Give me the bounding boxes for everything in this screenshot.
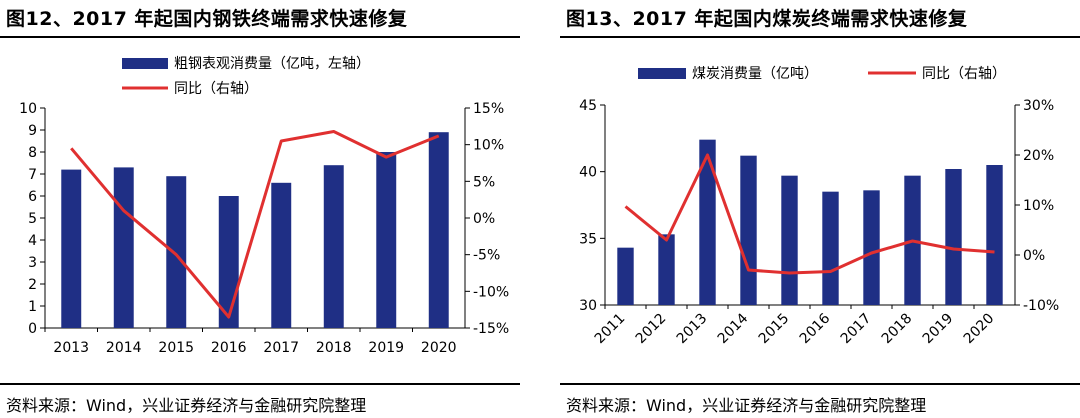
title-divider [0, 36, 520, 38]
x-tick-label: 2020 [421, 340, 457, 356]
bar [166, 176, 187, 328]
x-tick-label: 2017 [263, 340, 299, 356]
y-tick-label-left: 9 [28, 123, 37, 139]
y-tick-label-left: 7 [28, 167, 37, 183]
y-tick-label-left: 2 [28, 277, 37, 293]
bar [428, 132, 449, 328]
y-tick-label-left: 5 [28, 211, 37, 227]
line-series [624, 153, 995, 275]
bar [863, 190, 880, 305]
y-tick-label-right: -10% [1023, 298, 1059, 314]
source-divider [560, 383, 1080, 385]
y-tick-label-left: 3 [28, 255, 37, 271]
y-tick-label-right: 10% [473, 138, 504, 154]
y-tick-label-right: -15% [473, 321, 509, 337]
x-tick-label: 2015 [756, 311, 793, 348]
bar [658, 234, 675, 305]
bar [376, 152, 397, 328]
title-divider [560, 36, 1080, 38]
y-tick-label-right: 0% [1023, 248, 1045, 264]
y-tick-label-left: 35 [579, 231, 597, 247]
chart-title: 图13、2017 年起国内煤炭终端需求快速修复 [566, 8, 968, 30]
chart-panel-right: 图13、2017 年起国内煤炭终端需求快速修复 30 35 40 45 -10% 0% 10… [560, 0, 1080, 418]
chart-svg-left: 0 1 2 3 4 5 6 7 8 9 10 -15% -10% -5% 0% 5% 10% 15% 2013 201… [19, 56, 509, 356]
chart-panel-left: 图12、2017 年起国内钢铁终端需求快速修复 0 1 2 3 4 5 6 7 8 9 10 -15%… [0, 0, 520, 418]
legend-label: 煤炭消费量（亿吨） [692, 66, 818, 82]
legend-label: 粗钢表观消费量（亿吨，左轴） [174, 56, 370, 72]
y-tick-label-left: 8 [28, 145, 37, 161]
y-tick-label-right: -5% [473, 248, 500, 264]
y-tick-label-right: 20% [1023, 148, 1054, 164]
chart-source: 资料来源：Wind，兴业证券经济与金融研究院整理 [566, 396, 927, 415]
legend-label: 同比（右轴） [174, 81, 258, 97]
x-tick-label: 2016 [797, 310, 834, 347]
y-tick-label-left: 40 [579, 165, 597, 181]
source-divider [0, 383, 520, 385]
bar [218, 196, 239, 328]
x-tick-label: 2013 [53, 340, 89, 356]
y-tick-label-left: 6 [28, 189, 37, 205]
bar [61, 169, 82, 328]
bar [740, 155, 757, 305]
x-tick-label: 2018 [316, 340, 352, 356]
x-tick-label: 2013 [674, 311, 711, 348]
bar [617, 247, 634, 305]
x-tick-label: 2019 [368, 340, 404, 356]
y-tick-label-right: 10% [1023, 198, 1054, 214]
bar [781, 175, 798, 305]
bar [323, 165, 344, 328]
x-tick-label: 2020 [961, 311, 998, 348]
y-tick-label-right: 30% [1023, 98, 1054, 114]
line-series [70, 129, 440, 319]
chart-source: 资料来源：Wind，兴业证券经济与金融研究院整理 [6, 396, 367, 415]
legend-swatch-bar [638, 68, 686, 79]
y-tick-label-left: 45 [579, 98, 597, 114]
x-tick-label: 2019 [920, 311, 957, 348]
y-tick-label-right: 0% [473, 211, 495, 227]
y-tick-label-right: 5% [473, 174, 495, 190]
y-tick-label-left: 1 [28, 299, 37, 315]
x-tick-label: 2016 [211, 340, 247, 356]
y-tick-label-left: 30 [579, 298, 597, 314]
chart-title: 图12、2017 年起国内钢铁终端需求快速修复 [6, 8, 408, 30]
x-tick-label: 2014 [715, 310, 752, 347]
y-tick-label-right: -10% [473, 284, 509, 300]
y-tick-label-left: 0 [28, 321, 37, 337]
bar [113, 167, 134, 328]
bar [699, 139, 716, 305]
legend-label: 同比（右轴） [922, 66, 1006, 82]
y-tick-label-left: 10 [19, 101, 37, 117]
bar [271, 182, 292, 328]
x-tick-label: 2011 [592, 311, 629, 348]
bar [822, 191, 839, 305]
y-tick-label-right: 15% [473, 101, 504, 117]
x-tick-label: 2018 [879, 311, 916, 348]
x-tick-label: 2015 [158, 340, 194, 356]
x-tick-label: 2012 [633, 311, 670, 348]
y-tick-label-left: 4 [28, 233, 37, 249]
bar [945, 169, 962, 305]
x-tick-label: 2017 [838, 311, 875, 348]
bar [986, 165, 1003, 305]
x-tick-label: 2014 [106, 340, 142, 356]
legend-swatch-bar [122, 58, 168, 69]
